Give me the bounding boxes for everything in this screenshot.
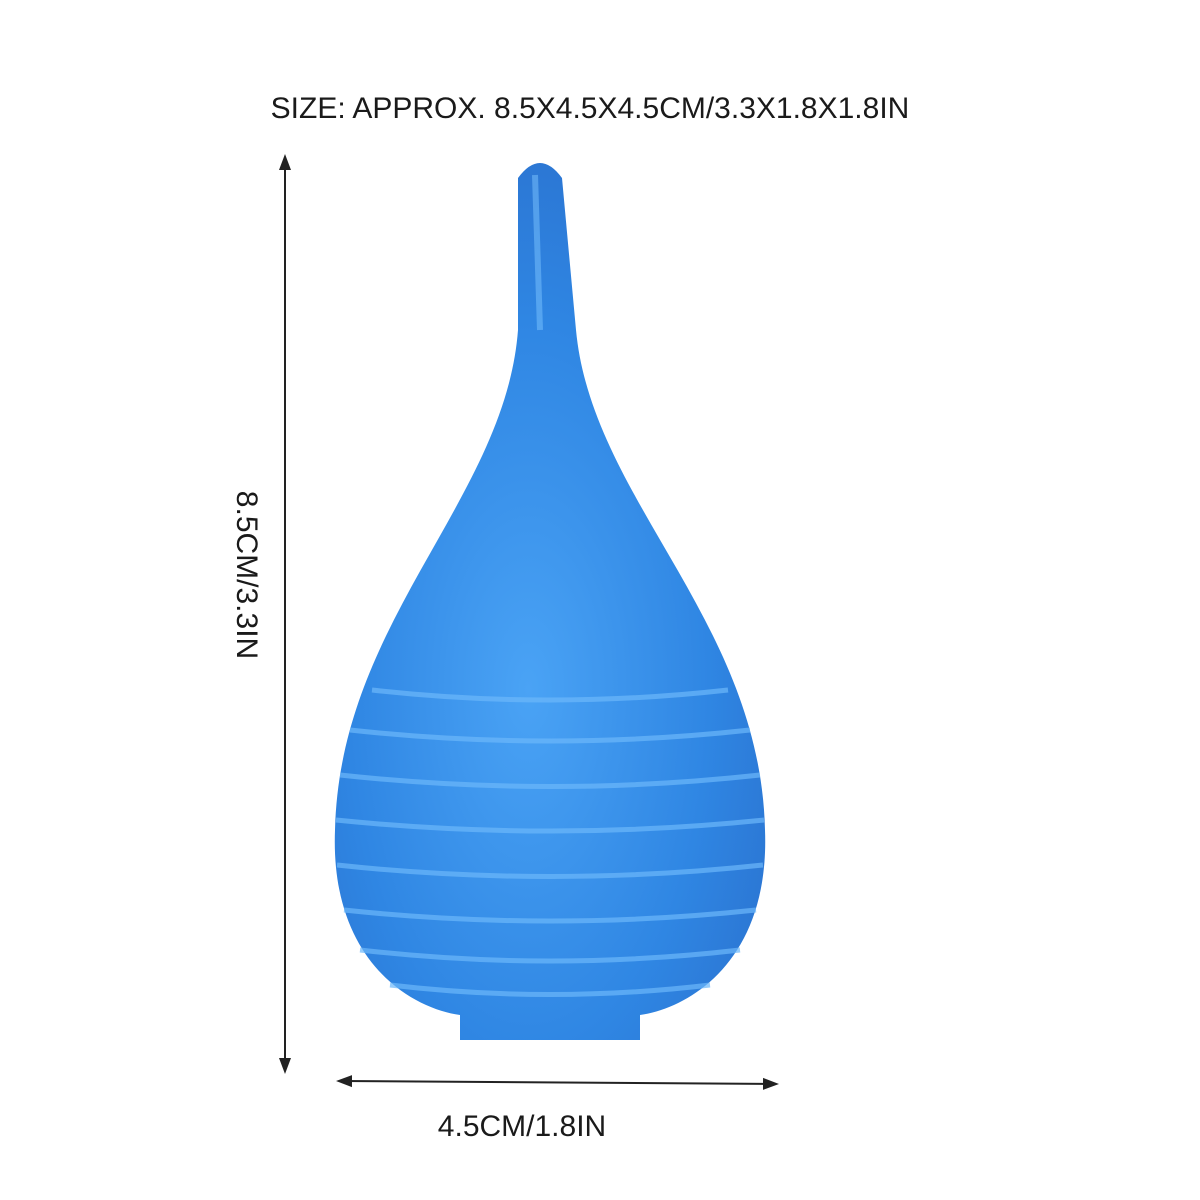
size-title: SIZE: APPROX. 8.5X4.5X4.5CM/3.3X1.8X1.8I…	[271, 92, 910, 125]
bulb-syringe	[334, 163, 766, 1040]
height-label: 8.5CM/3.3IN	[230, 491, 263, 659]
width-label: 4.5CM/1.8IN	[438, 1110, 606, 1143]
width-arrow	[336, 1075, 779, 1090]
